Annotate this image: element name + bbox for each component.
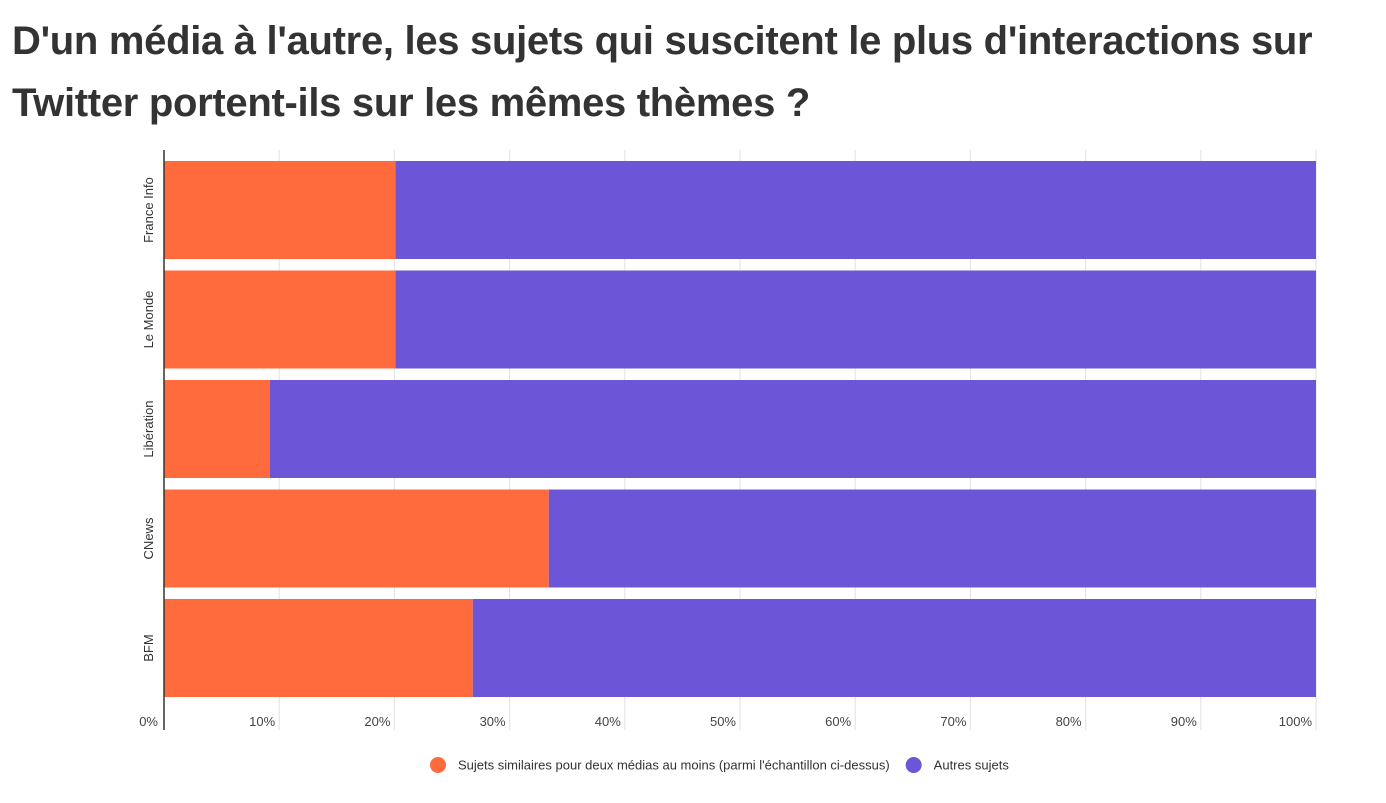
x-tick-label: 100% <box>1279 714 1313 729</box>
category-labels: France Info Le Monde Libération CNews BFM <box>141 177 156 662</box>
category-label: Le Monde <box>141 291 156 349</box>
x-tick-label: 10% <box>249 714 275 729</box>
category-label: Libération <box>141 400 156 457</box>
x-tick-labels: 0% 10% 20% 30% 40% 50% 60% 70% 80% 90% 100% <box>139 714 1312 729</box>
bar-other <box>269 380 1316 478</box>
bar-other <box>548 489 1316 588</box>
bar-similar <box>164 161 396 259</box>
x-tick-label: 70% <box>940 714 966 729</box>
legend-label: Autres sujets <box>934 758 1010 773</box>
bar-similar <box>164 599 473 697</box>
legend-swatch <box>430 757 446 773</box>
legend: Sujets similaires pour deux médias au mo… <box>430 757 1009 773</box>
x-tick-label: 90% <box>1171 714 1197 729</box>
x-tick-label: 60% <box>825 714 851 729</box>
legend-label: Sujets similaires pour deux médias au mo… <box>458 758 890 773</box>
bar-other <box>472 599 1317 697</box>
x-tick-label: 80% <box>1056 714 1082 729</box>
bar-similar <box>164 489 549 588</box>
x-tick-label: 40% <box>595 714 621 729</box>
x-tick-label: 0% <box>139 714 158 729</box>
x-tick-label: 30% <box>480 714 506 729</box>
bar-similar <box>164 380 270 478</box>
category-label: BFM <box>141 634 156 661</box>
bar-similar <box>164 270 396 369</box>
bar-other <box>395 161 1316 259</box>
legend-swatch <box>905 757 922 773</box>
chart-title: D'un média à l'autre, les sujets qui sus… <box>12 19 1313 125</box>
x-tick-label: 20% <box>364 714 390 729</box>
category-label: France Info <box>141 177 156 243</box>
x-tick-label: 50% <box>710 714 736 729</box>
bar-other <box>395 270 1316 369</box>
bars <box>164 161 1317 697</box>
category-label: CNews <box>141 517 156 559</box>
